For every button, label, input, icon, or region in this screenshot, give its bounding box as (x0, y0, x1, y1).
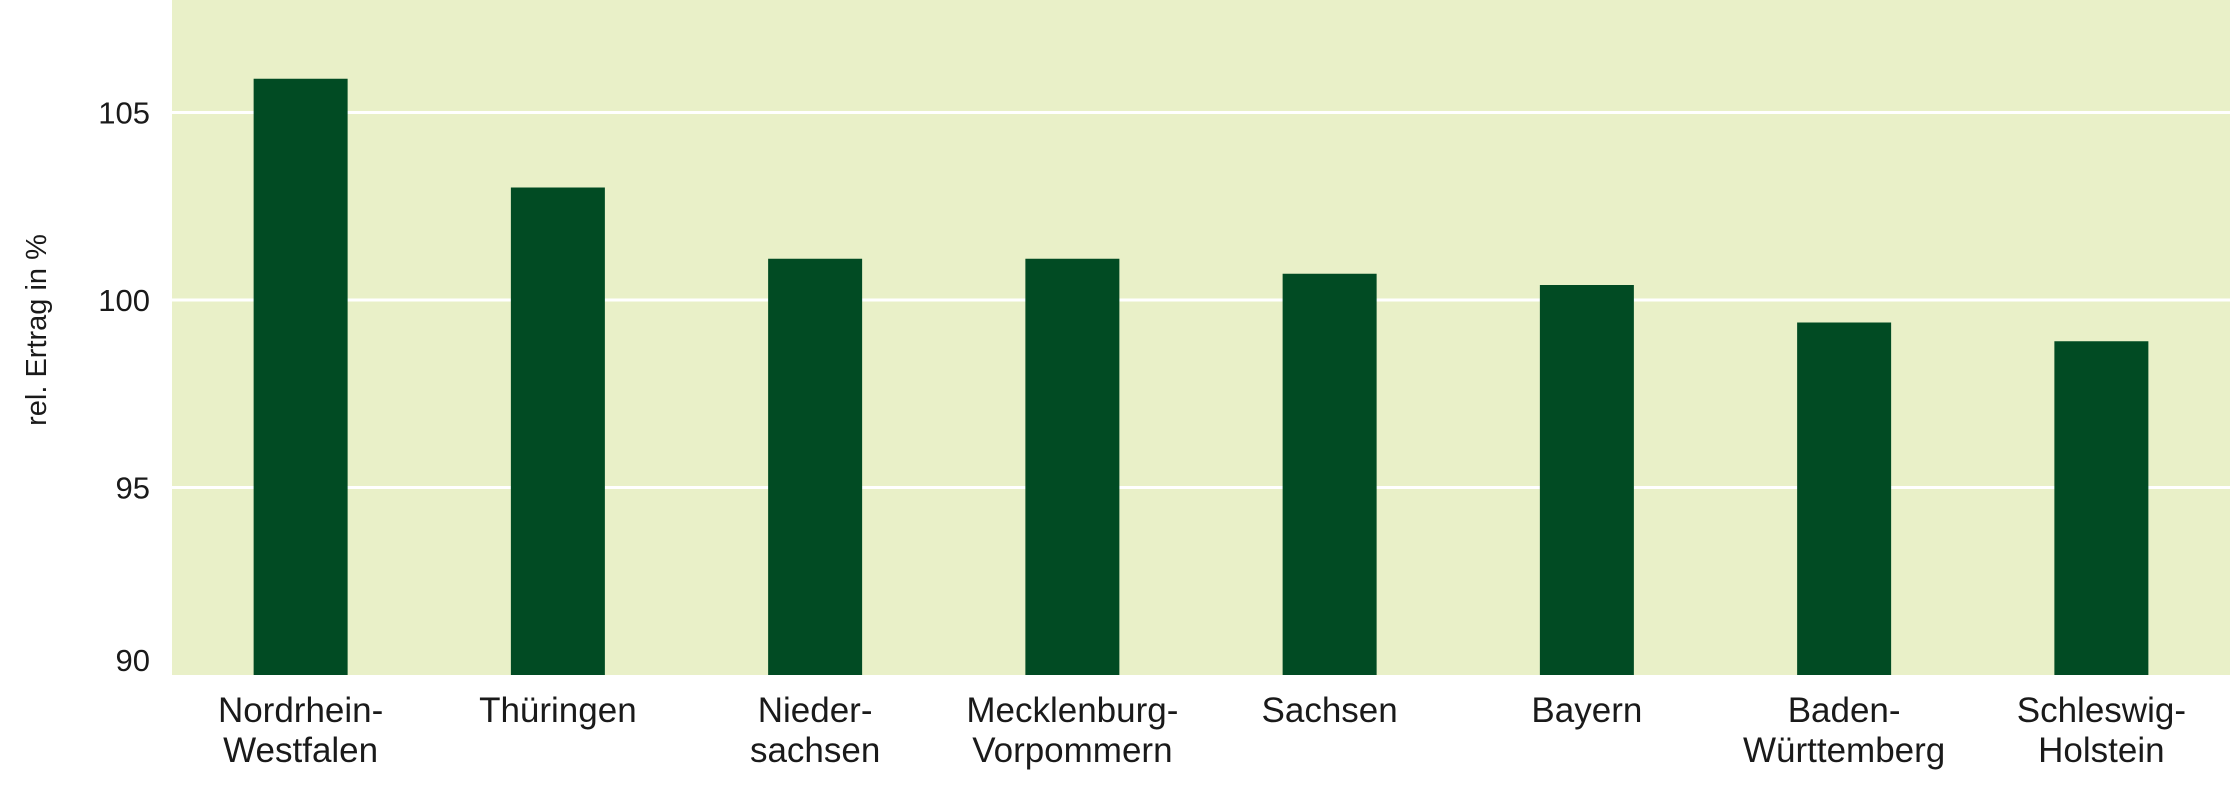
bar (1797, 322, 1892, 675)
x-category-label: Sachsen (1262, 691, 1398, 730)
bars (253, 78, 2149, 675)
y-axis-title: rel. Ertrag in % (21, 234, 53, 426)
x-category-label: Baden-Württemberg (1743, 691, 1945, 770)
y-tick-label: 95 (116, 471, 150, 506)
bar (1539, 285, 1634, 675)
x-axis-labels: Nordrhein-Westfalen Thüringen Nieder-sachs… (218, 691, 2186, 770)
y-tick-label: 90 (116, 643, 150, 678)
y-tick-label: 105 (98, 96, 150, 131)
y-tick-label: 100 (98, 283, 150, 318)
bar (253, 78, 348, 675)
x-category-label: Nieder-sachsen (750, 691, 880, 770)
bar (2054, 341, 2149, 675)
x-category-label: Thüringen (479, 691, 637, 730)
x-category-label: Bayern (1531, 691, 1642, 730)
y-axis-ticks: 90 95 100 105 (98, 96, 150, 679)
bar (510, 187, 605, 675)
x-category-label: Schleswig-Holstein (2017, 691, 2186, 770)
bar (768, 258, 863, 675)
x-category-label: Mecklenburg-Vorpommern (966, 691, 1178, 770)
bar (1025, 258, 1120, 675)
x-category-label: Nordrhein-Westfalen (218, 691, 383, 770)
bar (1282, 273, 1377, 675)
plot-background (172, 0, 2230, 675)
